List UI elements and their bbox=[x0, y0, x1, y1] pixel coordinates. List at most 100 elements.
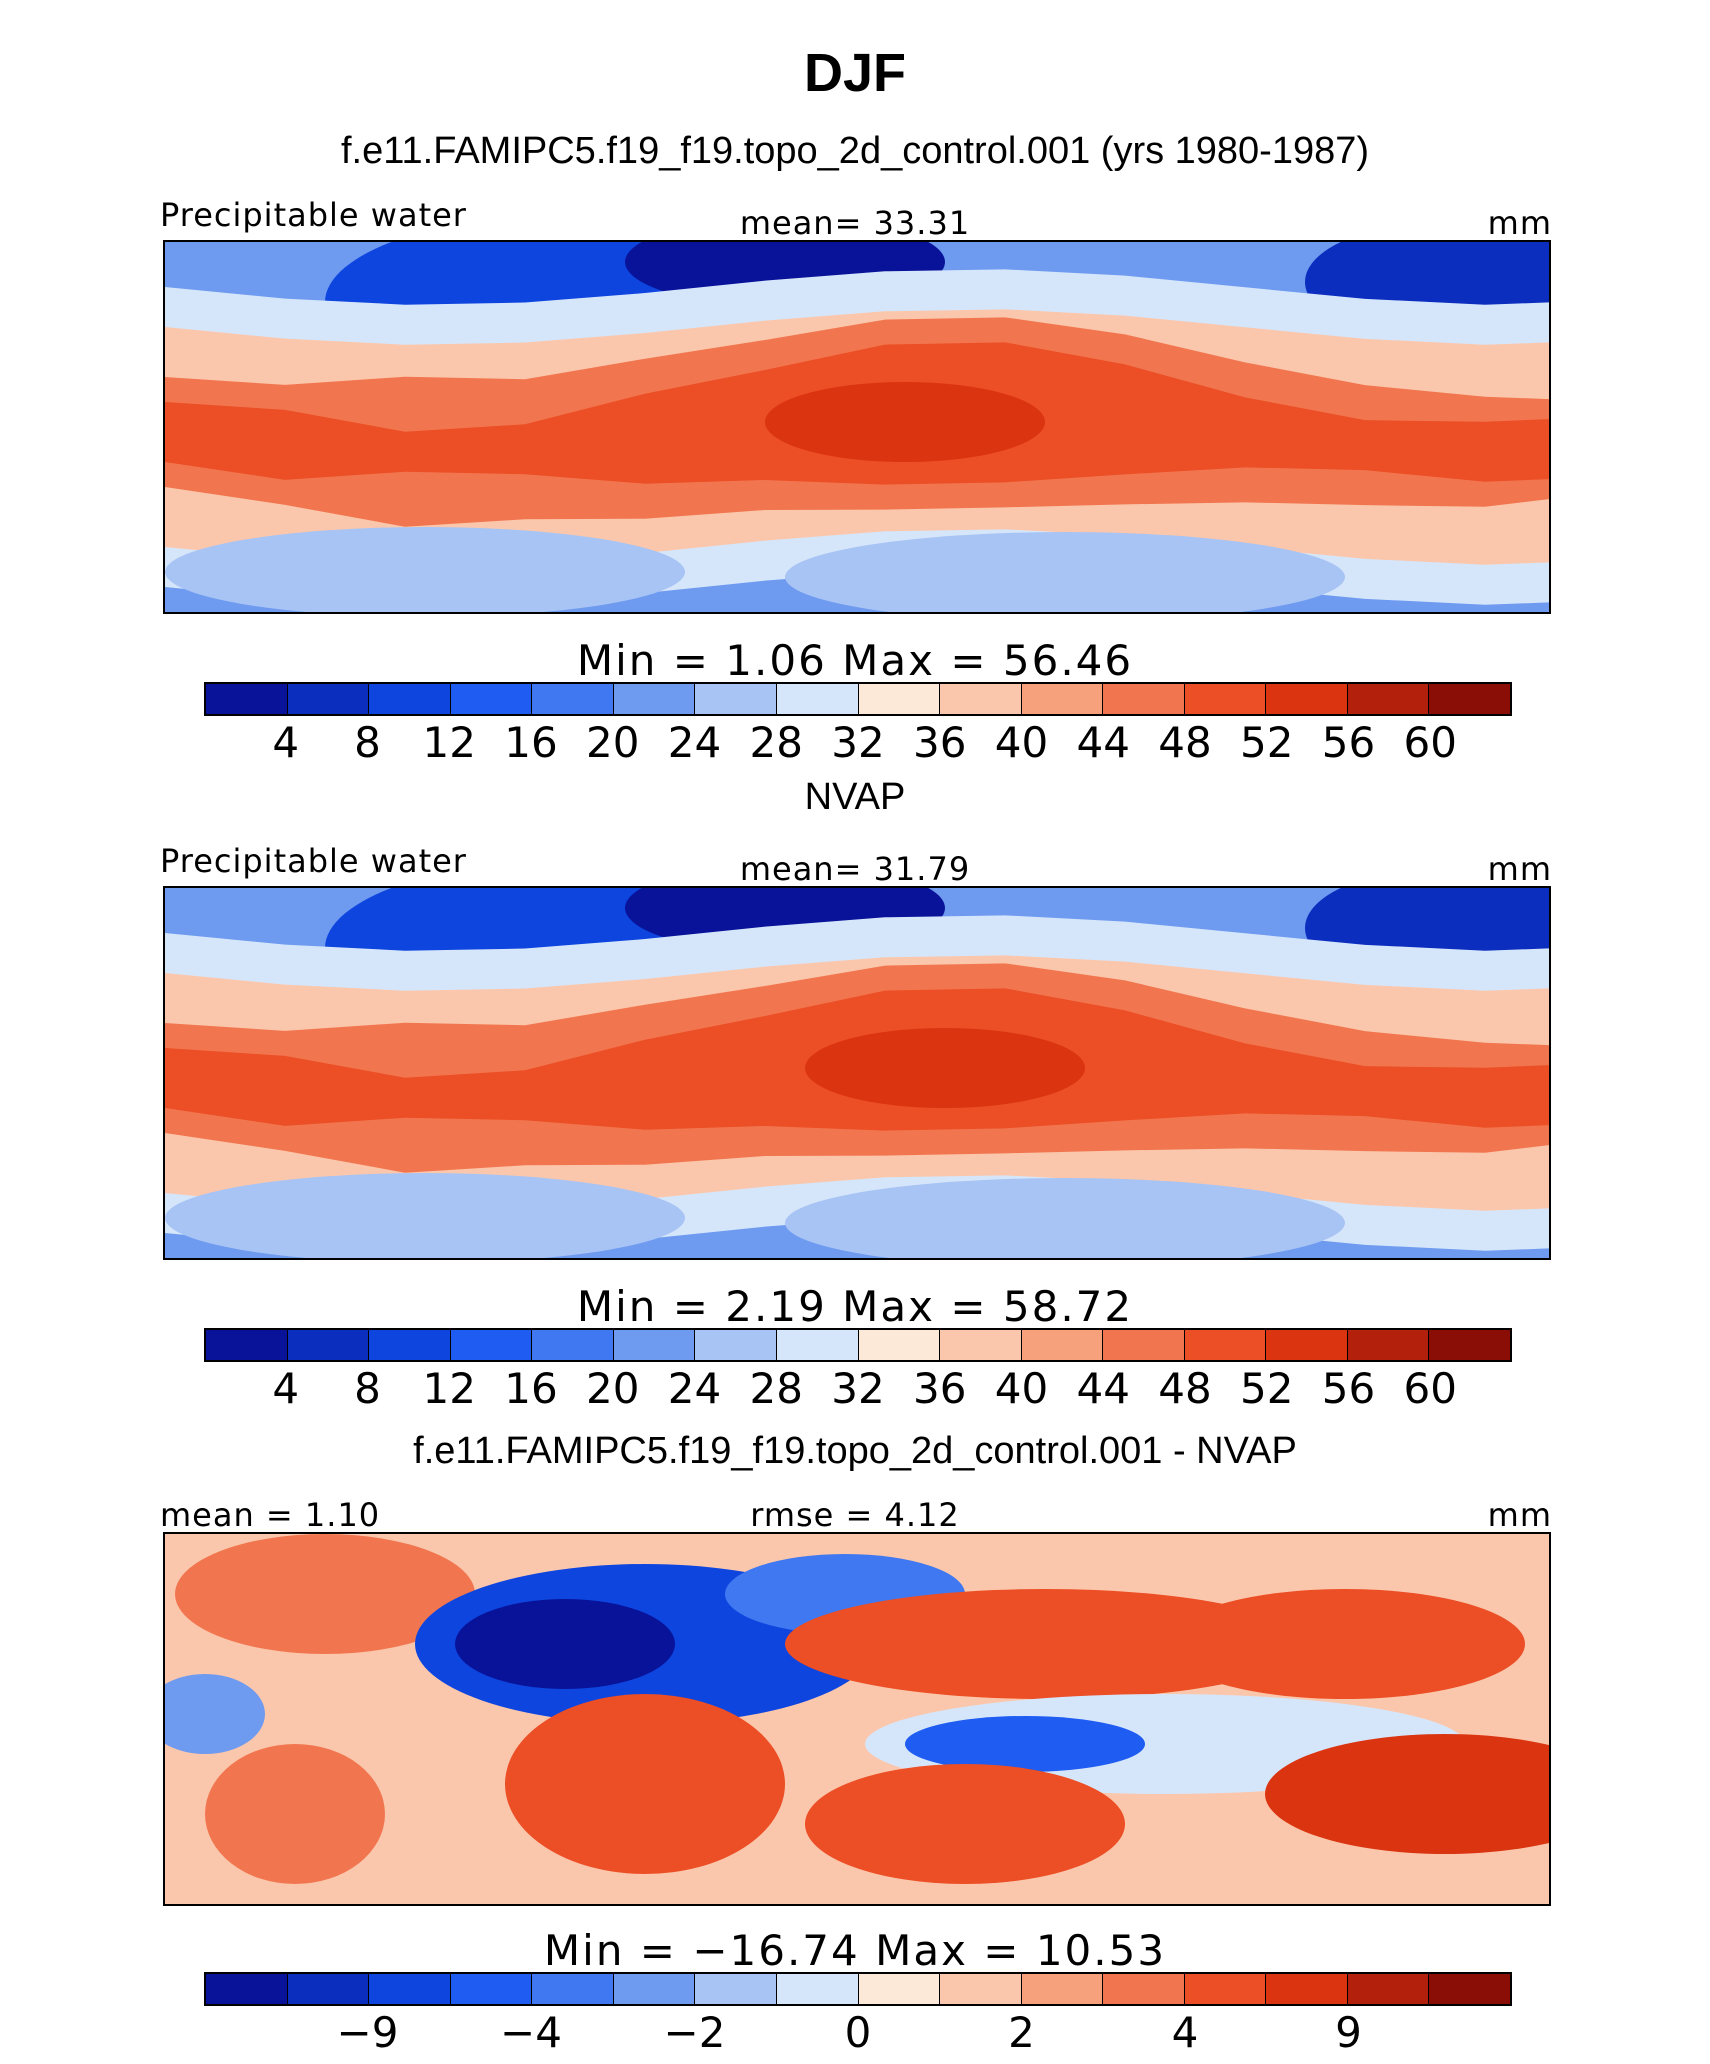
panel-1-map bbox=[163, 240, 1551, 614]
negative-anomaly bbox=[165, 1674, 265, 1754]
colorbar-swatch bbox=[1184, 1330, 1267, 1360]
colorbar-tick-label: 56 bbox=[1321, 1364, 1376, 1413]
positive-anomaly bbox=[805, 1764, 1125, 1884]
panel-1-mean-label: mean= 33.31 bbox=[739, 204, 971, 242]
positive-anomaly bbox=[1165, 1589, 1525, 1699]
colorbar-tick-label: 12 bbox=[422, 1364, 476, 1413]
panel-1-field-label: Precipitable water bbox=[160, 196, 467, 234]
colorbar-tick-label: 60 bbox=[1403, 718, 1457, 767]
colorbar-tick-label: 36 bbox=[913, 718, 967, 767]
colorbar-tick-label: 60 bbox=[1403, 1364, 1457, 1413]
panel-3-units-label: mm bbox=[1487, 1496, 1552, 1534]
colorbar-tick-label: 56 bbox=[1321, 718, 1376, 767]
colorbar-swatch bbox=[1184, 684, 1267, 714]
colorbar-swatch bbox=[1347, 684, 1430, 714]
colorbar-tick-label: −9 bbox=[336, 2008, 399, 2057]
panel-3-colorbar-ticks: −9 −4 −2 0 2 4 9 bbox=[204, 2008, 1512, 2058]
panel-1-units-label: mm bbox=[1487, 204, 1552, 242]
panel-3-title: f.e11.FAMIPC5.f19_f19.topo_2d_control.00… bbox=[413, 1430, 1297, 1472]
colorbar-swatch bbox=[776, 1330, 859, 1360]
colorbar-tick-label: 52 bbox=[1240, 1364, 1294, 1413]
colorbar-tick-label: 2 bbox=[1008, 2008, 1035, 2057]
colorbar-swatch bbox=[1429, 1330, 1510, 1360]
colorbar-tick-label: 52 bbox=[1240, 718, 1294, 767]
panel-1-colorbar bbox=[204, 682, 1512, 716]
panel-3-rmse-label: rmse = 4.12 bbox=[750, 1496, 960, 1534]
panel-1-minmax: Min = 1.06 Max = 56.46 bbox=[576, 636, 1134, 685]
panel-2-map bbox=[163, 886, 1551, 1260]
colorbar-tick-label: 20 bbox=[586, 718, 640, 767]
positive-anomaly bbox=[505, 1694, 785, 1874]
colorbar-tick-label: 16 bbox=[504, 718, 558, 767]
panel-3-minmax: Min = −16.74 Max = 10.53 bbox=[543, 1926, 1167, 1975]
panel-2-field-label: Precipitable water bbox=[160, 842, 467, 880]
colorbar-tick-label: 36 bbox=[913, 1364, 967, 1413]
colorbar-swatch bbox=[1103, 1974, 1185, 2004]
colorbar-swatch bbox=[858, 1330, 941, 1360]
negative-anomaly bbox=[455, 1599, 675, 1689]
colorbar-swatch bbox=[613, 1330, 696, 1360]
moist-core bbox=[765, 382, 1045, 462]
colorbar-swatch bbox=[858, 1974, 941, 2004]
subtropic-band bbox=[165, 1173, 685, 1258]
colorbar-swatch bbox=[1347, 1974, 1430, 2004]
colorbar-tick-label: 8 bbox=[354, 1364, 381, 1413]
colorbar-swatch bbox=[206, 684, 288, 714]
colorbar-swatch bbox=[776, 1974, 859, 2004]
panel-2-colorbar bbox=[204, 1328, 1512, 1362]
colorbar-tick-label: 4 bbox=[272, 1364, 300, 1413]
colorbar-swatch bbox=[287, 1974, 370, 2004]
colorbar-swatch bbox=[1021, 1330, 1104, 1360]
colorbar-swatch bbox=[287, 1330, 370, 1360]
moist-core bbox=[805, 1028, 1085, 1108]
colorbar-tick-label: 32 bbox=[831, 1364, 885, 1413]
colorbar-swatch bbox=[287, 684, 370, 714]
colorbar-swatch bbox=[1266, 684, 1348, 714]
colorbar-tick-label: 28 bbox=[749, 718, 803, 767]
panel-2-colorbar-ticks: 4 8 12 16 20 24 28 32 36 40 44 48 52 56 60 bbox=[204, 1364, 1512, 1414]
colorbar-swatch bbox=[613, 684, 696, 714]
colorbar-tick-label: 32 bbox=[831, 718, 885, 767]
colorbar-swatch bbox=[450, 1330, 533, 1360]
colorbar-swatch bbox=[695, 684, 777, 714]
colorbar-swatch bbox=[1429, 1974, 1510, 2004]
panel-2-title: NVAP bbox=[804, 776, 906, 818]
figure-title: DJF bbox=[803, 43, 906, 103]
colorbar-swatch bbox=[1021, 684, 1104, 714]
colorbar-swatch bbox=[450, 1974, 533, 2004]
positive-anomaly bbox=[175, 1534, 475, 1654]
colorbar-tick-label: 9 bbox=[1335, 2008, 1362, 2057]
colorbar-tick-label: 24 bbox=[667, 718, 722, 767]
colorbar-swatch bbox=[1266, 1974, 1348, 2004]
colorbar-tick-label: 12 bbox=[422, 718, 476, 767]
positive-anomaly bbox=[1265, 1734, 1549, 1854]
panel-3-mean-label: mean = 1.10 bbox=[160, 1496, 381, 1534]
colorbar-swatch bbox=[369, 684, 451, 714]
colorbar-swatch bbox=[206, 1330, 288, 1360]
colorbar-swatch bbox=[206, 1974, 288, 2004]
colorbar-tick-label: 28 bbox=[749, 1364, 803, 1413]
panel-2-mean-label: mean= 31.79 bbox=[739, 850, 971, 888]
colorbar-swatch bbox=[695, 1974, 777, 2004]
colorbar-swatch bbox=[532, 1330, 614, 1360]
colorbar-swatch bbox=[613, 1974, 696, 2004]
subtropic-band bbox=[165, 527, 685, 612]
colorbar-swatch bbox=[1184, 1974, 1267, 2004]
colorbar-swatch bbox=[532, 1974, 614, 2004]
colorbar-tick-label: −2 bbox=[663, 2008, 726, 2057]
colorbar-tick-label: 40 bbox=[994, 1364, 1049, 1413]
colorbar-swatch bbox=[450, 684, 533, 714]
colorbar-swatch bbox=[1021, 1974, 1104, 2004]
positive-anomaly bbox=[205, 1744, 385, 1884]
colorbar-tick-label: −4 bbox=[500, 2008, 562, 2057]
colorbar-swatch bbox=[1103, 684, 1185, 714]
colorbar-swatch bbox=[1347, 1330, 1430, 1360]
colorbar-swatch bbox=[532, 684, 614, 714]
panel-3-map bbox=[163, 1532, 1551, 1906]
colorbar-tick-label: 24 bbox=[667, 1364, 722, 1413]
colorbar-swatch bbox=[940, 684, 1022, 714]
colorbar-tick-label: 4 bbox=[1171, 2008, 1199, 2057]
negative-anomaly bbox=[905, 1716, 1145, 1772]
colorbar-tick-label: 48 bbox=[1158, 1364, 1212, 1413]
colorbar-tick-label: 44 bbox=[1076, 718, 1130, 767]
